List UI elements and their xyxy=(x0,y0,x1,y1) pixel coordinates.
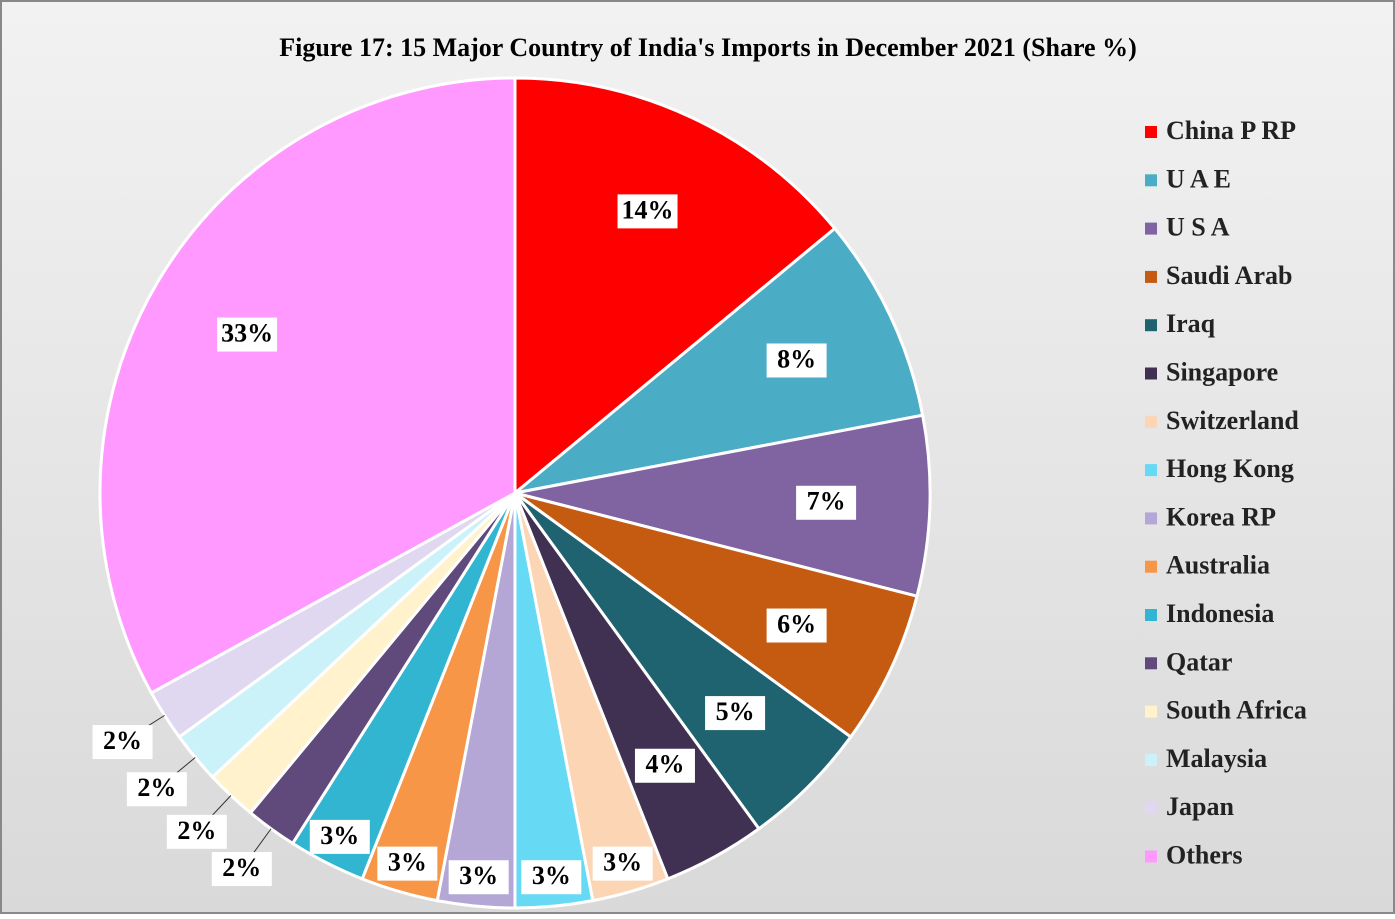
legend-swatch xyxy=(1145,464,1157,477)
legend-swatch xyxy=(1145,222,1157,235)
label-box xyxy=(617,194,678,229)
label-box xyxy=(592,846,653,881)
data-label: 7% xyxy=(807,487,846,516)
legend-label: Hong Kong xyxy=(1166,454,1294,483)
label-box xyxy=(448,860,509,895)
pie-slice xyxy=(514,226,925,495)
legend-label: Saudi Arab xyxy=(1166,261,1292,290)
label-box xyxy=(796,485,857,520)
pie-slice xyxy=(98,76,517,695)
legend-swatch xyxy=(1145,802,1157,815)
pie-slice xyxy=(513,76,837,497)
legend-label: Switzerland xyxy=(1166,406,1299,435)
data-label: 3% xyxy=(388,848,427,877)
legend-swatch xyxy=(1145,753,1157,766)
legend-label: Qatar xyxy=(1166,647,1232,676)
label-box xyxy=(766,343,827,378)
data-label: 3% xyxy=(532,861,571,890)
data-label: 4% xyxy=(645,750,684,779)
pie-slice xyxy=(514,491,919,740)
label-box xyxy=(309,819,370,854)
label-box xyxy=(217,317,278,352)
legend-label: U S A xyxy=(1166,213,1230,242)
legend-swatch xyxy=(1145,850,1157,863)
data-label: 2% xyxy=(222,853,261,882)
legend-label: South Africa xyxy=(1166,696,1307,725)
data-label: 5% xyxy=(716,697,755,726)
legend-label: Others xyxy=(1166,840,1243,869)
legend-label: Korea RP xyxy=(1166,502,1276,531)
legend-label: Indonesia xyxy=(1166,599,1274,628)
label-box xyxy=(166,814,227,849)
legend-swatch xyxy=(1145,512,1157,525)
chart-title: Figure 17: 15 Major Country of India's I… xyxy=(279,33,1136,62)
label-box xyxy=(92,725,153,760)
legend-swatch xyxy=(1145,319,1157,332)
legend-swatch xyxy=(1145,174,1157,187)
label-box xyxy=(766,608,827,643)
label-box xyxy=(521,860,582,895)
label-box xyxy=(377,846,438,881)
data-label: 2% xyxy=(103,726,142,755)
label-box xyxy=(634,748,695,783)
legend-swatch xyxy=(1145,609,1157,621)
legend-swatch xyxy=(1145,560,1157,573)
pie-slice xyxy=(514,413,932,599)
legend-swatch xyxy=(1145,270,1157,283)
data-label: 6% xyxy=(777,609,816,638)
data-label: 3% xyxy=(320,821,359,850)
label-box xyxy=(126,772,187,807)
legend-swatch xyxy=(1145,657,1157,670)
label-box xyxy=(211,852,272,887)
legend-label: Singapore xyxy=(1166,357,1278,386)
legend-swatch xyxy=(1145,415,1157,428)
legend-label: Australia xyxy=(1166,551,1270,580)
data-label: 8% xyxy=(777,344,816,373)
data-label: 3% xyxy=(459,861,498,890)
legend-swatch xyxy=(1145,126,1157,138)
data-label: 2% xyxy=(137,773,176,802)
data-label: 3% xyxy=(603,848,642,877)
data-label: 33% xyxy=(221,319,273,348)
label-box xyxy=(705,696,766,731)
legend-swatch xyxy=(1145,705,1157,718)
data-label: 2% xyxy=(177,816,216,845)
legend-label: China P RP xyxy=(1166,116,1296,145)
legend-label: Japan xyxy=(1166,792,1234,821)
data-label: 14% xyxy=(622,195,674,224)
legend-label: U A E xyxy=(1166,164,1231,193)
legend-swatch xyxy=(1145,367,1157,380)
legend-label: Malaysia xyxy=(1166,744,1267,773)
legend-label: Iraq xyxy=(1166,309,1216,338)
